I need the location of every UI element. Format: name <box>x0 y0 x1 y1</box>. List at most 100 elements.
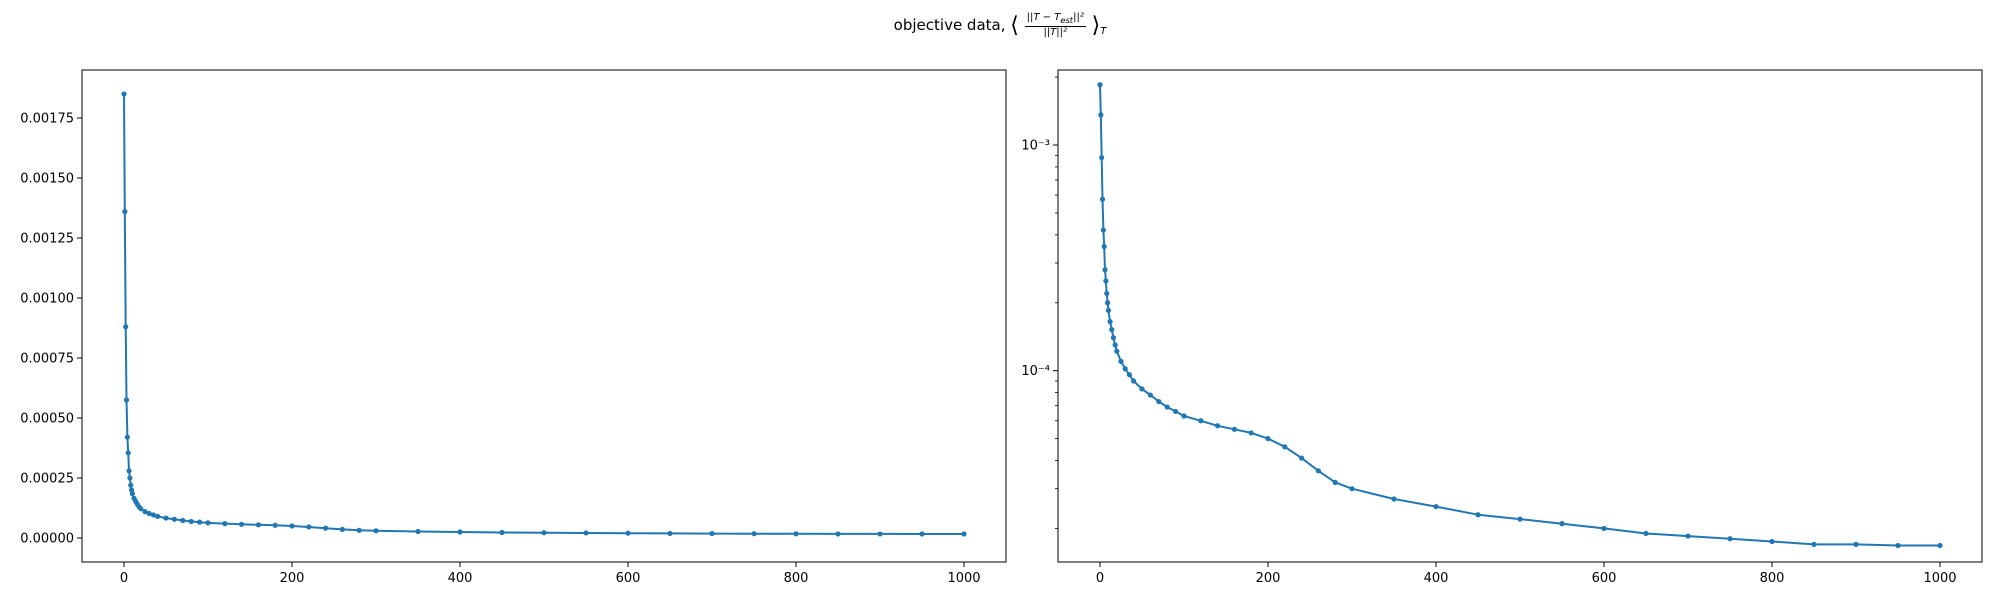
data-point <box>1114 348 1120 354</box>
x-tick-label: 1000 <box>947 571 980 586</box>
data-point <box>415 528 421 535</box>
plot-2: 0 200 400 600 800 1000 10⁻³ 10⁻⁴ <box>1021 69 1983 586</box>
data-point <box>1131 378 1137 384</box>
data-point <box>255 522 261 528</box>
axes-frame <box>1057 69 1983 563</box>
data-point <box>1299 455 1305 461</box>
data-point <box>1433 503 1439 510</box>
data-point <box>1099 196 1106 202</box>
axes-frame <box>81 69 1007 563</box>
data-point <box>1101 243 1107 250</box>
data-point <box>272 522 278 528</box>
figure-title-open: ⟨ <box>1010 13 1019 38</box>
data-point <box>1811 541 1817 547</box>
data-point <box>197 519 203 525</box>
data-point <box>126 468 132 474</box>
figure-title-fraction: ||T − Test||² ||T||² <box>1024 12 1086 39</box>
data-point <box>1601 525 1607 532</box>
data-point <box>1559 521 1565 527</box>
data-point <box>123 397 130 403</box>
data-point <box>1139 386 1145 392</box>
data-point <box>356 527 362 533</box>
y-tick-label: 10⁻³ <box>1021 139 1050 154</box>
figure-title-num-suffix: ||² <box>1073 12 1084 23</box>
y-tick-label: 10⁻⁴ <box>1021 364 1050 379</box>
data-point <box>877 531 883 537</box>
x-tick-label: 800 <box>784 571 809 586</box>
x-tick-label: 0 <box>1096 571 1104 586</box>
data-point <box>1122 366 1128 372</box>
x-tick-label: 400 <box>448 571 473 586</box>
data-point <box>499 529 505 536</box>
data-point <box>150 512 156 518</box>
data-point <box>222 521 228 527</box>
data-point <box>289 523 295 529</box>
data-point <box>1103 278 1109 284</box>
data-point <box>306 524 312 530</box>
x-tick-label: 600 <box>1592 571 1617 586</box>
data-point <box>1110 335 1117 341</box>
data-point <box>1332 479 1338 485</box>
figure-title-num-sub: est <box>1060 15 1074 25</box>
x-tick-label: 1000 <box>1923 571 1956 586</box>
figure-title-numerator: ||T − Test||² <box>1024 12 1086 27</box>
data-point <box>163 515 169 521</box>
data-point <box>1937 542 1943 549</box>
data-point <box>188 518 194 525</box>
data-point <box>1107 319 1113 325</box>
x-tick-label: 200 <box>280 571 305 586</box>
data-point <box>1104 300 1111 306</box>
data-point <box>1315 468 1321 474</box>
data-point <box>1265 436 1271 442</box>
data-point <box>1643 530 1649 537</box>
data-point <box>124 434 130 440</box>
y-tick-label: 0.00100 <box>20 292 74 307</box>
data-point <box>1727 536 1733 542</box>
data-point <box>1105 307 1111 314</box>
data-point <box>1517 516 1523 522</box>
data-point <box>142 509 148 515</box>
data-point <box>835 531 841 537</box>
data-point <box>1102 267 1108 273</box>
data-point <box>1198 418 1204 424</box>
data-point <box>457 529 463 535</box>
x-tick-label: 0 <box>120 571 128 586</box>
y-tick-label: 0.00175 <box>20 112 74 127</box>
data-point <box>919 531 925 537</box>
data-point <box>1895 542 1901 549</box>
data-point <box>1282 444 1288 450</box>
figure-title-close: ⟩ <box>1091 13 1101 38</box>
data-point <box>793 531 799 537</box>
data-point <box>1685 533 1691 539</box>
x-tick-label: 200 <box>1256 571 1281 586</box>
figure-title-denominator: ||T||² <box>1043 27 1068 38</box>
data-point <box>1156 398 1162 405</box>
data-point <box>1164 404 1170 410</box>
data-point <box>625 530 631 536</box>
plot-1: 0 200 400 600 800 1000 0.00000 0.00025 0.00050 0.… <box>20 69 1007 586</box>
data-point <box>123 324 129 330</box>
data-point <box>1098 112 1104 118</box>
data-point <box>138 506 144 512</box>
data-point <box>339 526 345 532</box>
data-point <box>125 450 131 456</box>
x-tick-label: 800 <box>1760 571 1785 586</box>
data-point <box>1109 327 1115 333</box>
y-tick-label: 0.00050 <box>20 412 74 427</box>
data-point <box>180 517 186 524</box>
data-point <box>751 531 757 537</box>
data-point <box>1104 290 1110 297</box>
data-point <box>205 520 211 526</box>
y-tick-label: 0.00025 <box>20 472 74 487</box>
data-point <box>373 528 379 534</box>
data-point <box>1126 372 1132 378</box>
data-point <box>155 513 161 520</box>
data-point <box>541 530 547 536</box>
y-tick-label: 0.00075 <box>20 352 74 367</box>
x-tick-label: 400 <box>1424 571 1449 586</box>
data-point <box>667 530 673 537</box>
data-point <box>1181 413 1187 419</box>
data-point <box>1100 227 1106 233</box>
data-point <box>146 510 152 517</box>
